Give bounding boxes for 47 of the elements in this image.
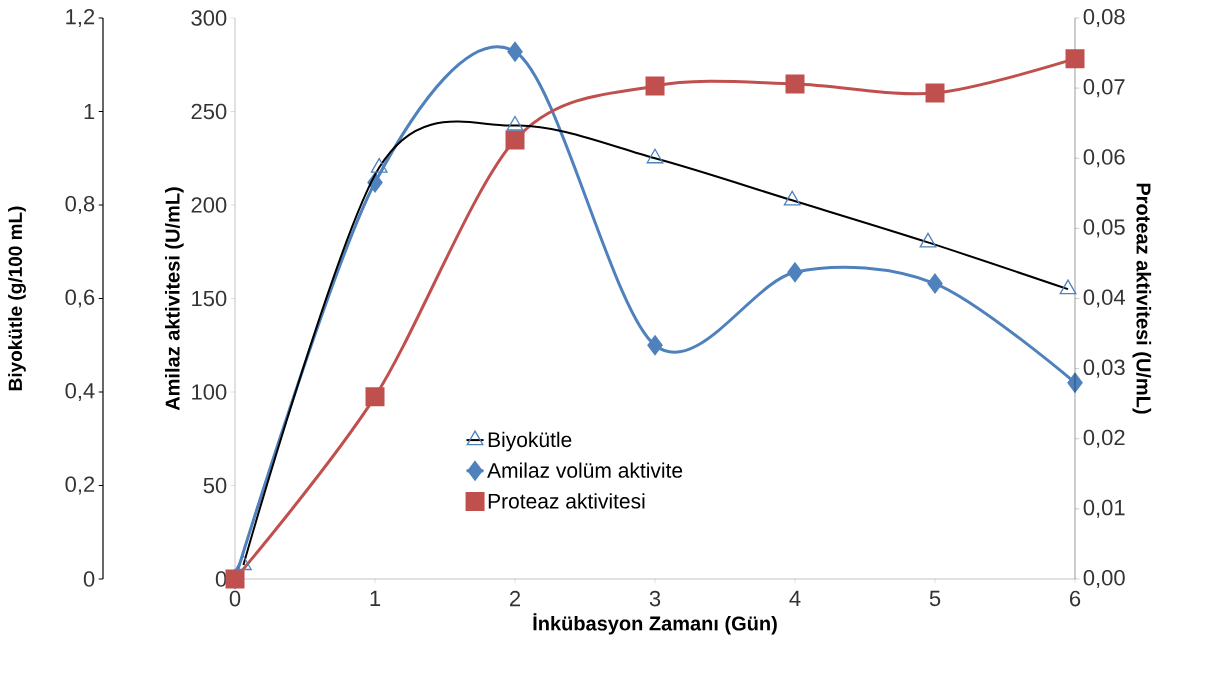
- y2-tick-label: 0,03: [1083, 359, 1125, 378]
- y3-tick-label: 0: [83, 571, 95, 587]
- y3-tick-label: 0,2: [65, 476, 95, 495]
- y2-tick-label: 0,07: [1083, 79, 1125, 98]
- y3-tick-label: 1,2: [66, 8, 95, 28]
- y3-tick-label: 0,8: [65, 195, 95, 215]
- y2-tick-label: 0,04: [1083, 289, 1125, 308]
- y2-tick-label: 0,05: [1083, 219, 1125, 238]
- y3-tick-label: 0,4: [65, 382, 95, 402]
- x-tick-label: 3: [649, 590, 661, 607]
- y-tick-label: 0: [215, 571, 227, 587]
- y3-axis-title: Biyokütle (g/100 mL): [8, 206, 26, 391]
- point: [925, 83, 945, 103]
- point: [505, 130, 525, 150]
- y2-tick-label: 0,08: [1083, 8, 1125, 28]
- y3-tick-label: 0,6: [65, 289, 95, 308]
- legend-label: Amilaz volüm aktivite: [487, 462, 683, 478]
- y2-tick-label: 0,06: [1083, 149, 1125, 168]
- x-tick-label: 5: [929, 590, 941, 607]
- y2-tick-label: 0,00: [1083, 569, 1125, 589]
- y-tick-label: 300: [191, 10, 227, 26]
- x-tick-label: 4: [789, 590, 801, 606]
- x-tick-label: 1: [370, 590, 381, 606]
- y-tick-label: 50: [203, 477, 227, 494]
- y2-tick-label: 0,02: [1083, 429, 1125, 448]
- y-tick-label: 200: [191, 197, 227, 213]
- y2-tick-label: 0,01: [1083, 499, 1125, 518]
- point: [787, 262, 803, 282]
- point: [507, 42, 523, 62]
- y-tick-label: 150: [192, 290, 227, 307]
- legend-label: Biyokütle: [488, 431, 572, 452]
- point: [785, 74, 805, 94]
- y-axis-title: Amilaz aktivitesi (U/mL): [164, 187, 184, 411]
- y-tick-label: 250: [191, 103, 227, 120]
- x-tick-label: 0: [229, 590, 241, 607]
- y-tick-label: 100: [192, 384, 227, 400]
- y2-axis-title: Proteaz aktivitesi (U/mL): [1132, 183, 1152, 414]
- point: [645, 76, 665, 96]
- point: [365, 387, 385, 407]
- x-tick-label: 2: [510, 590, 521, 607]
- x-axis-title: İnkübasyon Zamanı (Gün): [533, 613, 777, 635]
- point: [647, 335, 663, 355]
- x-tick-label: 6: [1070, 590, 1081, 607]
- point: [927, 274, 943, 294]
- point: [1065, 49, 1085, 69]
- y3-tick-label: 1: [84, 103, 95, 120]
- legend-label: Proteaz aktivitesi: [488, 493, 645, 509]
